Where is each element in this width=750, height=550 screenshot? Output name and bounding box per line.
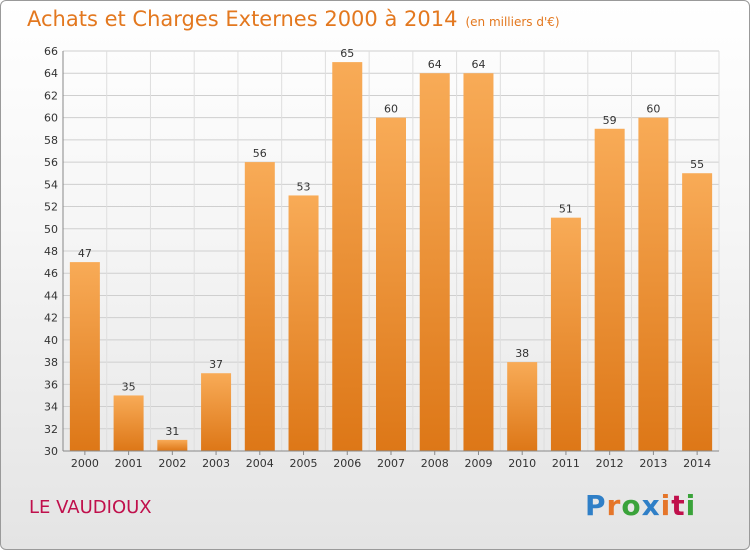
- value-label: 38: [515, 347, 529, 360]
- bar-2006: [332, 62, 363, 451]
- y-tick-label: 32: [44, 423, 58, 436]
- value-label: 53: [297, 180, 311, 193]
- bar-2011: [550, 217, 581, 451]
- y-axis: 30 32 34 36 38 40 42 44 46 48 50 52 54 56 58 60 62 64 66: [44, 45, 64, 458]
- y-tick-label: 52: [44, 201, 58, 214]
- value-label: 60: [646, 103, 660, 116]
- x-tick-label: 2002: [158, 457, 186, 470]
- bar-2010: [507, 362, 538, 451]
- bar-2005: [288, 195, 319, 451]
- bar-2000: [69, 262, 100, 451]
- bar-2008: [419, 73, 450, 451]
- bar-2009: [463, 73, 494, 451]
- x-tick-label: 2012: [596, 457, 624, 470]
- y-tick-label: 46: [44, 267, 58, 280]
- value-labels: 47 35 31 37 56 53 65 60 64 64 38 51 59 60 55: [78, 47, 704, 438]
- logo-letter: x: [641, 489, 661, 522]
- proxiti-logo: Proxiti: [585, 489, 696, 522]
- value-label: 35: [122, 380, 136, 393]
- x-tick-label: 2014: [683, 457, 711, 470]
- value-label: 31: [165, 425, 179, 438]
- y-tick-label: 60: [44, 112, 58, 125]
- y-tick-label: 38: [44, 356, 58, 369]
- bars-group: [69, 62, 713, 452]
- y-tick-label: 64: [44, 67, 58, 80]
- x-tick-label: 2013: [639, 457, 667, 470]
- value-label: 65: [340, 47, 354, 60]
- logo-letter: i: [685, 489, 697, 522]
- y-tick-label: 36: [44, 378, 58, 391]
- y-tick-label: 54: [44, 178, 58, 191]
- bar-2002: [157, 439, 188, 451]
- x-tick-label: 2010: [508, 457, 536, 470]
- value-label: 55: [690, 158, 704, 171]
- x-tick-label: 2006: [333, 457, 361, 470]
- value-label: 51: [559, 203, 573, 216]
- y-tick-label: 50: [44, 223, 58, 236]
- x-tick-label: 2008: [421, 457, 449, 470]
- logo-letter: t: [671, 489, 686, 522]
- y-tick-label: 48: [44, 245, 58, 258]
- x-tick-label: 2001: [115, 457, 143, 470]
- bar-2001: [113, 395, 144, 451]
- value-label: 59: [603, 114, 617, 127]
- x-tick-label: 2007: [377, 457, 405, 470]
- logo-letter: i: [660, 489, 672, 522]
- y-tick-label: 34: [44, 401, 58, 414]
- bar-2013: [638, 117, 669, 452]
- y-tick-label: 30: [44, 445, 58, 458]
- chart-title-text: Achats et Charges Externes 2000 à 2014: [27, 7, 458, 31]
- value-label: 47: [78, 247, 92, 260]
- x-tick-label: 2011: [552, 457, 580, 470]
- logo-letter: P: [585, 489, 607, 522]
- x-tick-label: 2009: [464, 457, 492, 470]
- y-tick-label: 56: [44, 156, 58, 169]
- y-tick-label: 66: [44, 45, 58, 58]
- value-label: 37: [209, 358, 223, 371]
- bar-2007: [376, 117, 406, 452]
- value-label: 60: [384, 103, 398, 116]
- bar-2014: [682, 173, 713, 451]
- place-name: LE VAUDIOUX: [29, 497, 152, 518]
- value-label: 64: [428, 58, 442, 71]
- logo-letter: r: [606, 489, 622, 522]
- y-tick-label: 62: [44, 89, 58, 102]
- x-tick-label: 2005: [290, 457, 318, 470]
- y-tick-label: 58: [44, 134, 58, 147]
- x-tick-label: 2003: [202, 457, 230, 470]
- y-tick-label: 42: [44, 312, 58, 325]
- logo-letter: o: [621, 489, 642, 522]
- bar-2012: [594, 128, 625, 451]
- chart-unit: (en milliers d'€): [465, 15, 560, 29]
- value-label: 64: [471, 58, 485, 71]
- y-tick-label: 40: [44, 334, 58, 347]
- x-axis: 2000 2001 2002 2003 2004 2005 2006 2007 2008 2009…: [63, 450, 719, 470]
- x-tick-label: 2004: [246, 457, 274, 470]
- bar-2004: [244, 162, 275, 451]
- bar-2003: [201, 373, 232, 451]
- value-label: 56: [253, 147, 267, 160]
- y-tick-label: 44: [44, 289, 58, 302]
- chart-title: Achats et Charges Externes 2000 à 2014 (e…: [27, 7, 560, 31]
- x-tick-label: 2000: [71, 457, 99, 470]
